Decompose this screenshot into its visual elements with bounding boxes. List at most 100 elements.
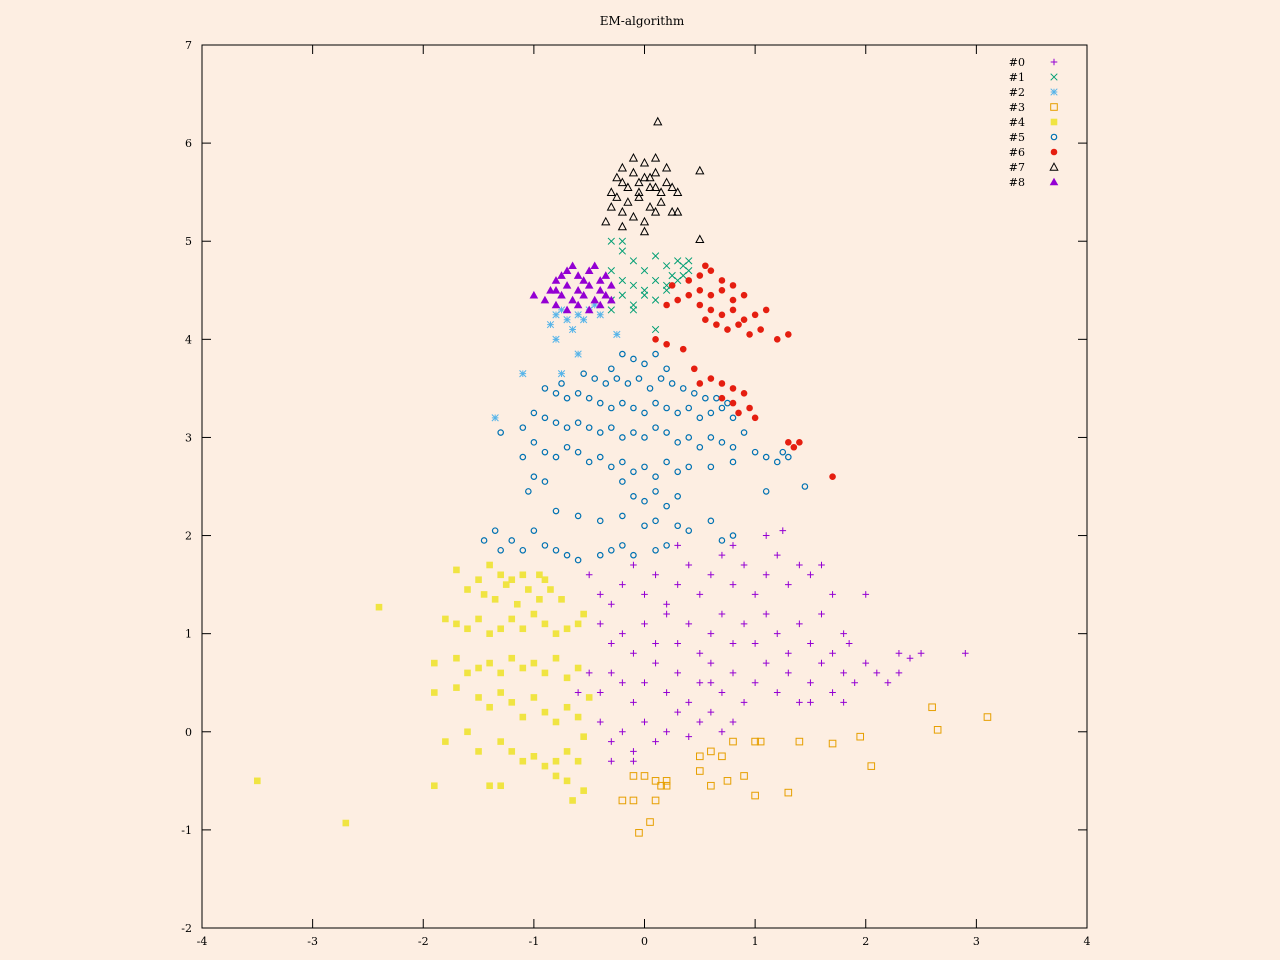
data-point (541, 762, 549, 770)
data-point (623, 197, 633, 206)
data-point (574, 350, 582, 358)
data-point (740, 291, 748, 299)
data-point (668, 380, 676, 387)
data-point (707, 747, 715, 756)
data-point (607, 267, 615, 275)
data-point (590, 261, 600, 270)
data-point (525, 586, 532, 593)
data-points-group (254, 116, 992, 837)
data-point (641, 463, 648, 471)
data-point (634, 192, 644, 201)
data-point (617, 221, 628, 231)
data-point (917, 649, 925, 657)
data-point (557, 306, 566, 314)
series-7 (601, 116, 705, 244)
data-point (552, 630, 560, 637)
data-point (651, 777, 660, 785)
data-point (552, 419, 560, 427)
data-point (552, 654, 560, 662)
data-point (845, 640, 853, 647)
data-point (646, 818, 654, 826)
data-point (962, 649, 969, 657)
data-point (508, 615, 516, 623)
data-point (475, 615, 482, 623)
data-point (552, 453, 560, 461)
data-point (667, 182, 677, 192)
data-point (574, 664, 582, 672)
data-point (674, 493, 681, 500)
data-point (563, 625, 571, 633)
data-point (608, 640, 615, 647)
data-point (807, 699, 814, 706)
data-point (546, 320, 555, 329)
data-point (617, 206, 628, 216)
data-point (464, 586, 471, 593)
data-point (519, 664, 527, 672)
data-point (674, 669, 681, 677)
data-point (584, 305, 594, 314)
data-point (751, 791, 759, 800)
data-point (491, 527, 499, 534)
data-point (558, 380, 565, 387)
data-point (696, 718, 704, 726)
data-point (502, 581, 510, 588)
data-point (619, 512, 626, 520)
data-point (596, 620, 604, 628)
data-point (629, 796, 638, 805)
data-point (673, 187, 683, 196)
data-point (607, 295, 616, 304)
data-point (619, 434, 626, 441)
data-point (674, 468, 681, 476)
data-point (601, 216, 611, 226)
data-point (829, 689, 836, 696)
y-tick-label: 7 (185, 39, 192, 52)
data-point (634, 177, 644, 187)
data-point (607, 281, 616, 289)
data-point (540, 295, 550, 304)
data-point (640, 291, 649, 299)
data-point (574, 620, 582, 628)
data-point (491, 414, 499, 422)
y-tick-label: -2 (181, 922, 192, 935)
data-point (563, 551, 571, 559)
data-point (795, 737, 804, 746)
data-point (773, 336, 781, 343)
data-point (530, 753, 538, 760)
data-point (529, 290, 539, 299)
data-point (608, 738, 615, 745)
data-point (696, 443, 704, 451)
data-point (740, 561, 748, 569)
data-point (590, 295, 600, 304)
data-point (464, 728, 471, 736)
data-point (773, 630, 781, 637)
data-point (645, 202, 655, 211)
data-point (707, 630, 715, 637)
data-point (530, 527, 538, 534)
data-point (718, 551, 726, 559)
data-point (442, 738, 449, 745)
data-point (519, 625, 527, 633)
data-point (641, 718, 648, 726)
series-2 (491, 301, 621, 422)
x-tick-label: -2 (418, 935, 429, 948)
data-point (595, 285, 605, 294)
data-point (641, 522, 648, 530)
data-point (619, 679, 626, 687)
data-point (906, 654, 914, 662)
legend-label: #8 (1009, 176, 1025, 189)
data-point (601, 290, 611, 299)
data-point (740, 316, 748, 324)
data-point (790, 443, 798, 451)
data-point (612, 172, 622, 182)
data-point (652, 659, 659, 667)
data-point (663, 600, 670, 608)
data-point (579, 290, 588, 299)
data-point (685, 561, 693, 569)
legend-label: #3 (1009, 101, 1025, 114)
data-point (551, 276, 561, 284)
data-point (617, 162, 628, 172)
data-point (513, 600, 521, 608)
data-point (729, 640, 737, 647)
data-point (696, 649, 704, 657)
